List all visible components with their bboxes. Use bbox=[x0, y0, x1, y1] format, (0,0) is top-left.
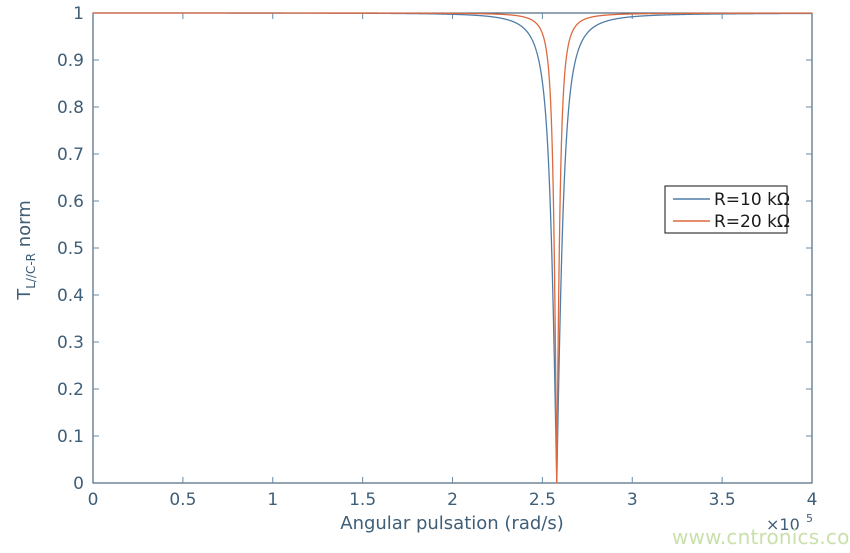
y-tick-label: 1 bbox=[73, 4, 84, 24]
y-tick-label: 0.9 bbox=[57, 51, 84, 71]
x-tick-label: 0.5 bbox=[169, 490, 196, 510]
y-tick-label: 0.7 bbox=[57, 145, 84, 165]
x-tick-label: 4 bbox=[807, 490, 818, 510]
y-tick-label: 0.3 bbox=[57, 333, 84, 353]
y-axis-title-main: T bbox=[14, 288, 35, 301]
watermark: www.cntronics.com bbox=[672, 525, 850, 549]
y-axis-title: TL//C-R norm bbox=[14, 200, 38, 301]
y-tick-label: 0.4 bbox=[57, 286, 84, 306]
x-tick-label: 2.5 bbox=[529, 490, 556, 510]
x-tick-label: 1.5 bbox=[349, 490, 376, 510]
legend[interactable]: R=10 kΩ R=20 kΩ bbox=[664, 185, 790, 234]
x-axis-multiplier: ×10 5 bbox=[766, 512, 813, 534]
legend-label-r20k: R=20 kΩ bbox=[714, 212, 790, 232]
series-line-r20k bbox=[92, 12, 813, 484]
x-tick-label: 1 bbox=[267, 490, 278, 510]
y-tick-label: 0.5 bbox=[57, 239, 84, 259]
legend-box bbox=[664, 185, 788, 234]
x-axis-multiplier-exponent: 5 bbox=[806, 512, 813, 525]
y-tick-label: 0 bbox=[73, 474, 84, 494]
y-axis-ticks bbox=[93, 59, 812, 437]
y-axis-title-tail: norm bbox=[14, 200, 35, 253]
y-axis-title-group: TL//C-R norm bbox=[14, 200, 38, 301]
x-axis-title: Angular pulsation (rad/s) bbox=[340, 513, 564, 534]
y-tick-label: 0.6 bbox=[57, 192, 84, 212]
data-series-group bbox=[92, 12, 813, 484]
x-axis-tick-labels: 0 0.5 1 1.5 2 2.5 3 3.5 4 bbox=[88, 490, 818, 510]
y-tick-label: 0.2 bbox=[57, 380, 84, 400]
x-tick-label: 3 bbox=[627, 490, 638, 510]
x-tick-label: 0 bbox=[88, 490, 99, 510]
y-axis-title-subscript: L//C-R bbox=[24, 253, 38, 289]
legend-label-r10k: R=10 kΩ bbox=[714, 190, 790, 210]
y-tick-label: 0.1 bbox=[57, 427, 84, 447]
y-tick-label: 0.8 bbox=[57, 98, 84, 118]
x-axis-multiplier-base: ×10 bbox=[766, 515, 800, 534]
x-tick-label: 2 bbox=[447, 490, 458, 510]
x-tick-label: 3.5 bbox=[709, 490, 736, 510]
y-axis-tick-labels: 0 0.1 0.2 0.3 0.4 0.5 0.6 0.7 0.8 0.9 1 bbox=[57, 4, 84, 494]
